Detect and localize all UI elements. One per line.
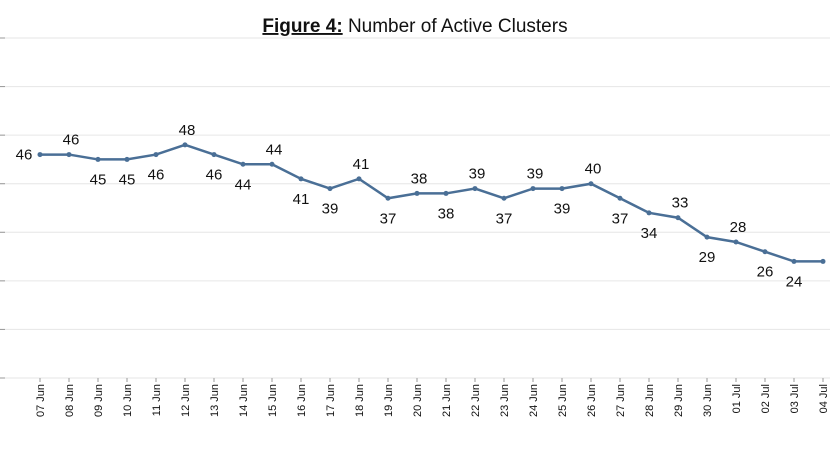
data-label: 48 bbox=[179, 122, 196, 139]
point bbox=[472, 186, 478, 192]
title-label: Figure 4: bbox=[262, 16, 342, 37]
x-tick-label: 24 Jun bbox=[528, 384, 540, 417]
data-label: 45 bbox=[90, 171, 107, 188]
point bbox=[298, 176, 304, 182]
chart-title: Figure 4: Number of Active Clusters bbox=[262, 16, 567, 37]
x-tick-label: 04 Jul bbox=[818, 384, 830, 413]
x-tick-label: 18 Jun bbox=[354, 384, 366, 417]
point bbox=[443, 190, 449, 196]
data-label: 37 bbox=[496, 210, 513, 227]
x-tick-label: 20 Jun bbox=[412, 384, 424, 417]
x-tick-label: 15 Jun bbox=[267, 384, 279, 417]
data-label: 39 bbox=[554, 201, 571, 218]
x-tick-label: 16 Jun bbox=[296, 384, 308, 417]
data-label: 44 bbox=[266, 141, 283, 158]
point bbox=[762, 249, 768, 255]
point bbox=[240, 161, 246, 167]
x-tick-label: 09 Jun bbox=[93, 384, 105, 417]
point bbox=[617, 195, 623, 201]
point bbox=[211, 152, 217, 158]
point bbox=[646, 210, 652, 216]
point bbox=[530, 186, 536, 192]
data-label: 33 bbox=[672, 195, 689, 212]
x-tick-label: 07 Jun bbox=[35, 384, 47, 417]
data-label: 26 bbox=[757, 264, 774, 281]
point bbox=[414, 190, 420, 196]
x-tick-label: 08 Jun bbox=[64, 384, 76, 417]
data-label: 46 bbox=[206, 167, 223, 184]
point bbox=[820, 258, 826, 264]
point bbox=[66, 152, 72, 158]
point bbox=[356, 176, 362, 182]
x-tick-label: 14 Jun bbox=[238, 384, 250, 417]
data-label: 28 bbox=[730, 219, 747, 236]
data-label: 45 bbox=[119, 171, 136, 188]
x-tick-label: 21 Jun bbox=[441, 384, 453, 417]
x-tick-label: 03 Jul bbox=[789, 384, 801, 413]
x-tick-label: 26 Jun bbox=[586, 384, 598, 417]
point bbox=[37, 152, 43, 158]
point bbox=[269, 161, 275, 167]
point bbox=[791, 258, 797, 264]
data-label: 38 bbox=[411, 170, 428, 187]
data-label: 39 bbox=[322, 201, 339, 218]
point bbox=[327, 186, 333, 192]
point bbox=[95, 156, 101, 162]
point bbox=[675, 215, 681, 221]
data-label: 44 bbox=[235, 176, 252, 193]
x-tick-label: 25 Jun bbox=[557, 384, 569, 417]
x-tick-label: 13 Jun bbox=[209, 384, 221, 417]
point bbox=[704, 234, 710, 240]
point bbox=[733, 239, 739, 245]
data-label: 37 bbox=[612, 210, 629, 227]
data-label: 39 bbox=[527, 166, 544, 183]
x-tick-label: 27 Jun bbox=[615, 384, 627, 417]
data-label: 41 bbox=[353, 156, 370, 173]
x-tick-label: 01 Jul bbox=[731, 384, 743, 413]
data-label: 40 bbox=[585, 161, 602, 178]
point bbox=[182, 142, 188, 148]
point bbox=[153, 152, 159, 158]
point bbox=[588, 181, 594, 187]
x-tick-label: 30 Jun bbox=[702, 384, 714, 417]
point bbox=[501, 195, 507, 201]
point bbox=[559, 186, 565, 192]
data-label: 24 bbox=[786, 273, 803, 290]
data-label: 39 bbox=[469, 166, 486, 183]
title-text: Number of Active Clusters bbox=[348, 16, 568, 37]
x-tick-label: 12 Jun bbox=[180, 384, 192, 417]
x-tick-label: 10 Jun bbox=[122, 384, 134, 417]
point bbox=[124, 156, 130, 162]
x-tick-label: 22 Jun bbox=[470, 384, 482, 417]
data-label: 41 bbox=[293, 191, 310, 208]
x-tick-label: 02 Jul bbox=[760, 384, 772, 413]
data-label: 34 bbox=[641, 225, 658, 242]
data-label: 37 bbox=[380, 210, 397, 227]
data-label: 46 bbox=[148, 167, 165, 184]
data-label: 29 bbox=[699, 249, 716, 266]
x-tick-label: 11 Jun bbox=[151, 384, 163, 416]
data-label: 46 bbox=[16, 147, 33, 164]
x-tick-label: 29 Jun bbox=[673, 384, 685, 417]
line bbox=[40, 143, 823, 263]
x-tick-label: 28 Jun bbox=[644, 384, 656, 417]
data-label: 46 bbox=[63, 132, 80, 149]
x-tick-label: 17 Jun bbox=[325, 384, 337, 417]
x-tick-label: 23 Jun bbox=[499, 384, 511, 417]
point bbox=[385, 195, 391, 201]
x-tick-label: 19 Jun bbox=[383, 384, 395, 417]
data-label: 38 bbox=[438, 205, 455, 222]
